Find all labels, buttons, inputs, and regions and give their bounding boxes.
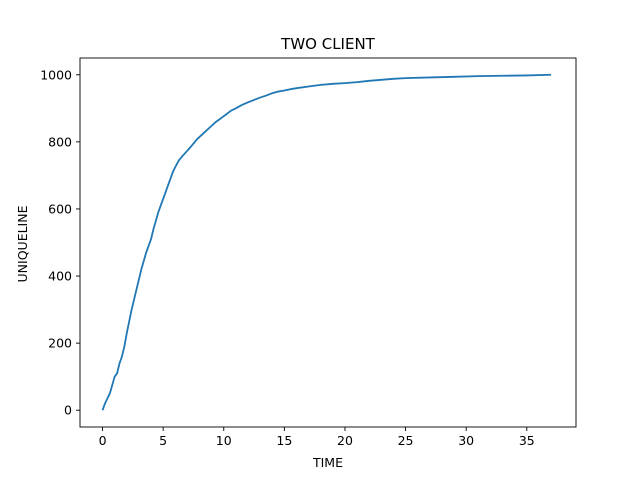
y-tick-label: 400 xyxy=(48,269,72,284)
x-tick-label: 35 xyxy=(519,433,535,448)
x-tick-label: 5 xyxy=(159,433,167,448)
chart-title: TWO CLIENT xyxy=(280,35,376,53)
x-tick-label: 20 xyxy=(337,433,353,448)
x-tick-label: 15 xyxy=(276,433,292,448)
y-tick-label: 0 xyxy=(64,403,72,418)
y-tick-label: 600 xyxy=(48,201,72,216)
y-tick-label: 1000 xyxy=(40,67,72,82)
x-tick-label: 30 xyxy=(458,433,474,448)
y-tick-label: 800 xyxy=(48,134,72,149)
plot-area: 0 5 10 15 20 25 30 35 0 200 400 600 800 1000 xyxy=(40,57,577,448)
x-tick-label: 0 xyxy=(99,433,107,448)
x-tick-label: 25 xyxy=(398,433,414,448)
axes-frame xyxy=(79,57,577,428)
y-axis-label: UNIQUELINE xyxy=(15,205,30,282)
x-tick-label: 10 xyxy=(216,433,232,448)
series-line-0 xyxy=(101,73,552,411)
x-axis-label: TIME xyxy=(312,455,343,470)
y-tick-label: 200 xyxy=(48,336,72,351)
